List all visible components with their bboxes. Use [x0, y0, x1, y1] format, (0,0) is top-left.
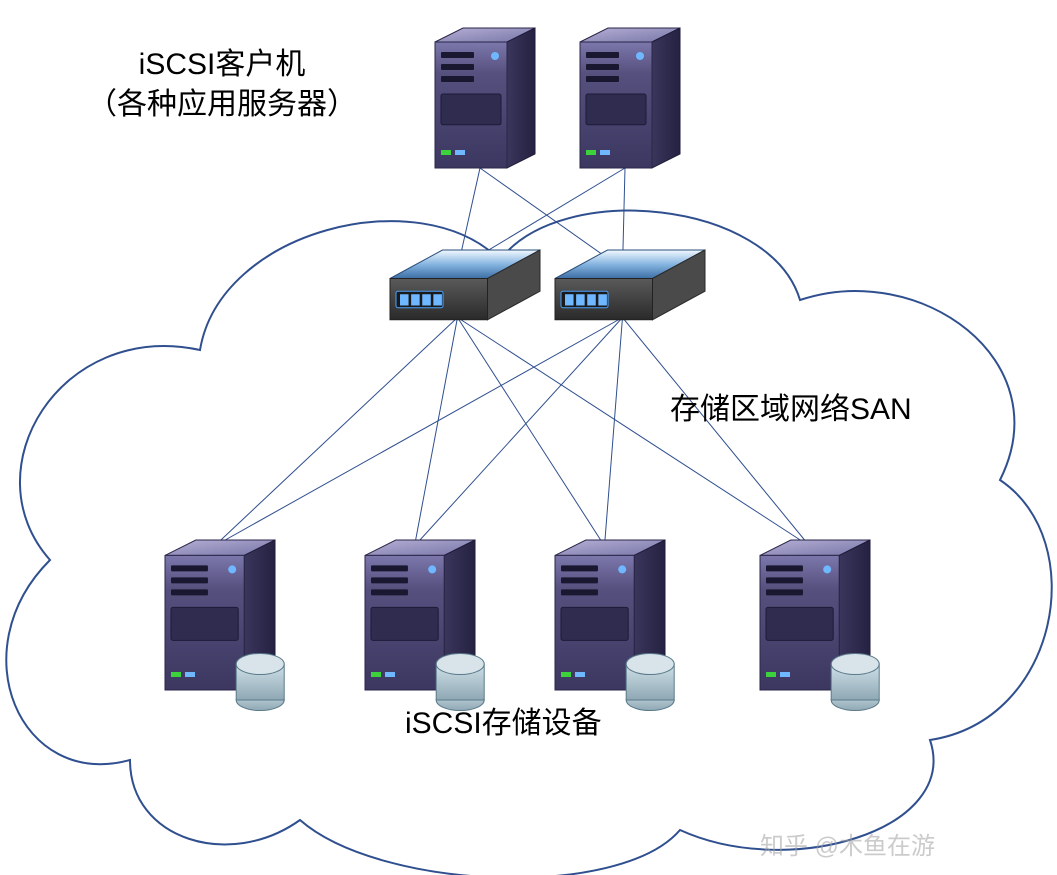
client-label-line2: （各种应用服务器） [0, 85, 444, 124]
connection-lines [215, 168, 810, 546]
client-server-icon-0 [435, 28, 535, 168]
watermark-text: 知乎 @木鱼在游 [760, 826, 935, 861]
network-switch-icon-1 [555, 250, 705, 320]
storage-server-icon-1 [365, 540, 484, 711]
san-label: 存储区域网络SAN [670, 390, 912, 429]
storage-server-icon-3 [760, 540, 879, 711]
storage-server-icon-2 [555, 540, 674, 711]
device-nodes [165, 28, 879, 711]
client-label-line1: iSCSI客户机 [0, 45, 444, 84]
network-switch-icon-0 [390, 250, 540, 320]
cloud-shape [6, 211, 1051, 875]
client-server-icon-1 [580, 28, 680, 168]
storage-label: iSCSI存储设备 [405, 704, 602, 743]
storage-server-icon-0 [165, 540, 284, 711]
diagram-canvas [0, 0, 1057, 875]
